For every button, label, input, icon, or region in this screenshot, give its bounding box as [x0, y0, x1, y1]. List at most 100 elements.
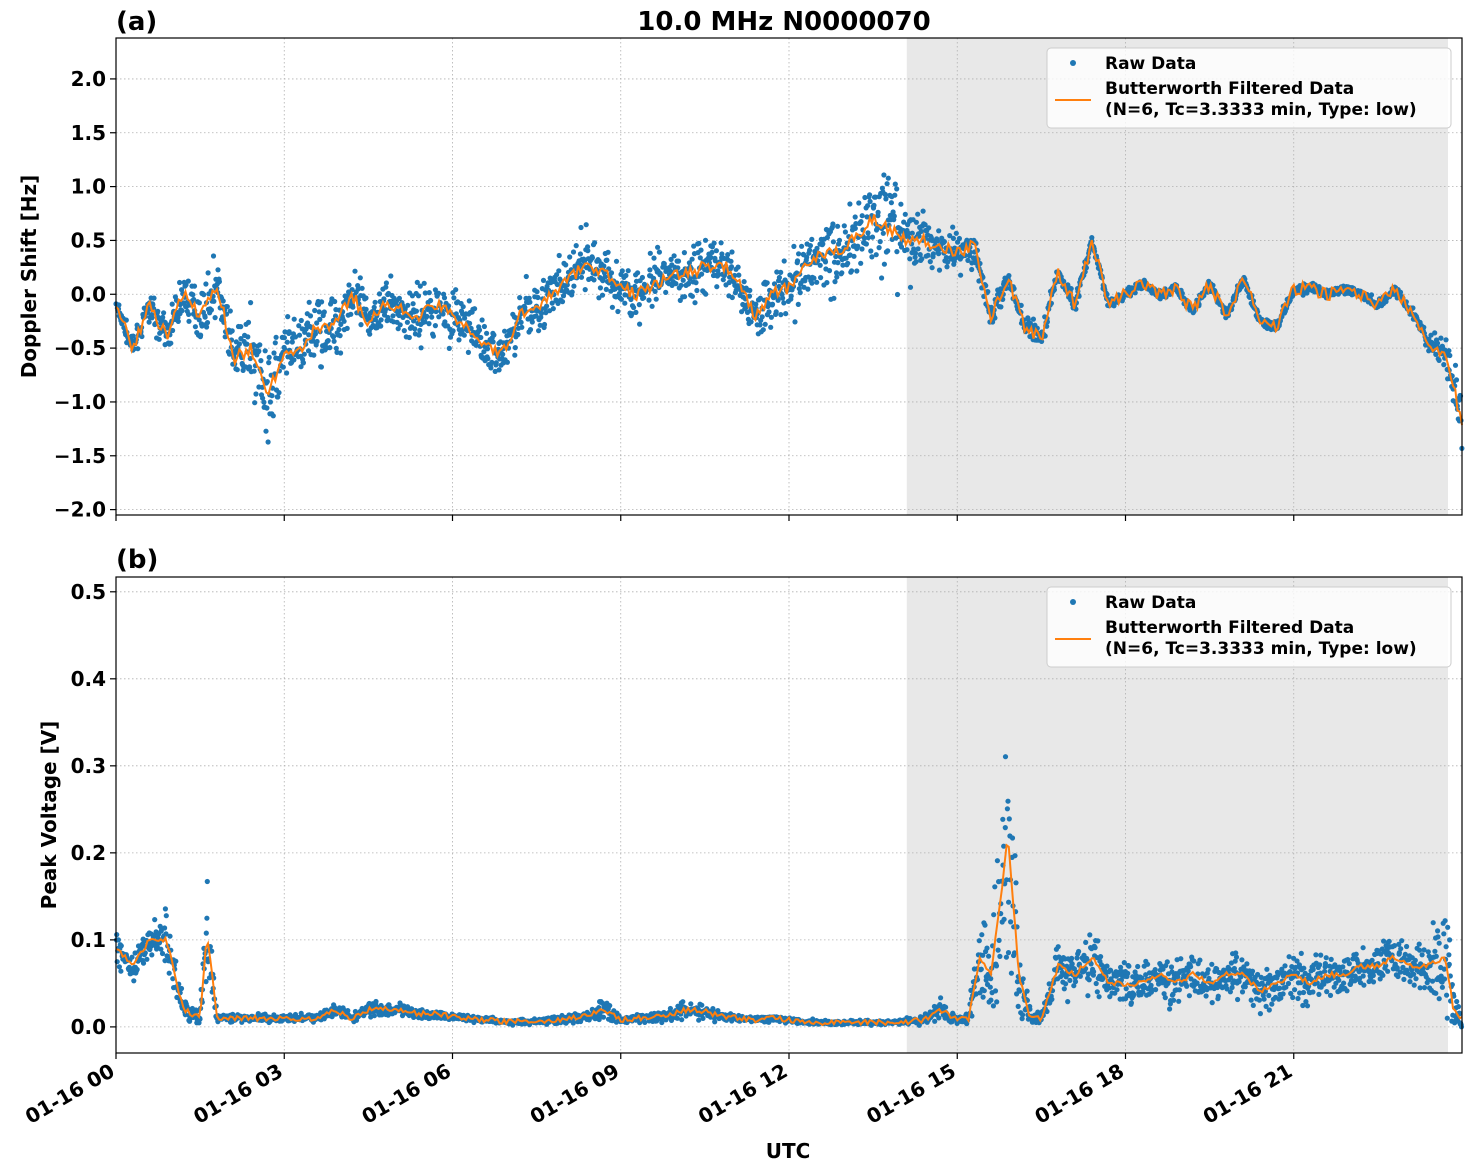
raw-data-point [162, 906, 168, 912]
raw-data-point [636, 302, 642, 308]
raw-data-point [338, 321, 344, 327]
raw-data-point [1131, 991, 1137, 997]
raw-data-point [1286, 954, 1292, 960]
raw-data-point [331, 338, 337, 344]
panel-a-grid [115, 38, 1462, 515]
raw-data-point [206, 975, 213, 981]
raw-data-point [146, 319, 152, 325]
raw-data-point [163, 913, 169, 919]
raw-data-point [696, 240, 702, 246]
raw-data-point [479, 317, 485, 323]
raw-data-point [527, 299, 533, 305]
raw-data-point [446, 345, 452, 351]
raw-data-point [160, 314, 166, 320]
raw-data-point [1145, 961, 1151, 967]
raw-data-point [783, 311, 789, 317]
raw-data-point [453, 287, 459, 293]
raw-data-point [881, 172, 887, 178]
raw-data-point [291, 316, 297, 322]
raw-data-point [616, 290, 623, 297]
raw-data-point [578, 224, 584, 231]
y-tick-label: −1.5 [54, 444, 106, 468]
raw-data-point [888, 200, 895, 206]
raw-data-point [559, 299, 566, 305]
raw-data-point [1000, 816, 1006, 822]
raw-data-point [1017, 988, 1023, 994]
raw-data-point [1096, 994, 1102, 1000]
raw-data-point [680, 999, 686, 1005]
raw-data-point [275, 394, 281, 400]
raw-data-point [1295, 995, 1301, 1002]
raw-data-point [186, 311, 192, 317]
raw-data-point [1188, 964, 1194, 970]
raw-data-point [625, 268, 631, 274]
raw-data-point [1168, 964, 1175, 970]
raw-data-point [619, 268, 625, 274]
raw-data-point [831, 295, 837, 301]
raw-data-point [198, 332, 204, 338]
y-tick-label: 2.0 [71, 67, 106, 91]
raw-data-point [1292, 987, 1298, 993]
raw-data-point [945, 259, 951, 265]
raw-data-point [936, 251, 942, 257]
raw-data-point [950, 224, 956, 230]
raw-data-point [868, 248, 874, 254]
raw-data-point [882, 191, 888, 198]
raw-data-point [927, 259, 933, 265]
raw-data-point [820, 241, 826, 247]
raw-data-point [1249, 968, 1256, 974]
raw-data-point [649, 303, 655, 309]
raw-data-point [873, 252, 879, 258]
raw-data-point [292, 334, 299, 340]
raw-data-point [877, 239, 883, 245]
raw-data-point [504, 359, 510, 365]
raw-data-point [523, 273, 529, 280]
raw-data-point [467, 320, 473, 326]
raw-data-point [1126, 963, 1132, 969]
raw-data-point [1443, 337, 1449, 343]
raw-data-point [1008, 970, 1015, 976]
raw-data-point [1125, 970, 1131, 977]
raw-data-point [355, 286, 361, 292]
panel-a-ylabel: Doppler Shift [Hz] [17, 175, 41, 379]
raw-data-point [911, 246, 917, 252]
raw-data-point [891, 213, 897, 219]
raw-data-point [885, 175, 891, 181]
raw-data-point [312, 307, 318, 314]
raw-data-point [1085, 993, 1091, 999]
raw-data-point [1049, 996, 1055, 1002]
raw-data-point [668, 256, 674, 262]
panel-a-filtered-line [115, 214, 1463, 426]
raw-data-point [318, 364, 324, 370]
raw-data-point [694, 287, 700, 294]
y-tick-label: 1.0 [71, 175, 106, 199]
raw-data-point [757, 295, 764, 301]
raw-data-point [958, 272, 964, 278]
raw-data-point [585, 244, 591, 250]
raw-data-point [289, 339, 295, 345]
raw-data-point [852, 225, 858, 231]
raw-data-point [316, 309, 322, 315]
raw-data-point [879, 185, 886, 191]
raw-data-point [396, 295, 402, 301]
raw-data-point [236, 341, 242, 347]
raw-data-point [1197, 957, 1203, 963]
raw-data-point [204, 915, 210, 921]
raw-data-point [426, 290, 432, 296]
raw-data-point [809, 280, 815, 286]
raw-data-point [604, 257, 610, 263]
raw-data-point [533, 313, 539, 319]
raw-data-point [675, 258, 682, 264]
raw-data-point [1095, 938, 1101, 944]
raw-data-point [260, 395, 266, 401]
raw-data-point [319, 299, 325, 305]
raw-data-point [569, 289, 575, 295]
raw-data-point [792, 319, 798, 325]
raw-data-point [310, 338, 316, 344]
raw-data-point [1020, 1012, 1026, 1018]
raw-data-point [1244, 961, 1250, 967]
raw-data-point [491, 332, 497, 338]
raw-data-point [465, 349, 471, 355]
raw-data-point [440, 311, 446, 317]
raw-data-point [270, 413, 276, 419]
